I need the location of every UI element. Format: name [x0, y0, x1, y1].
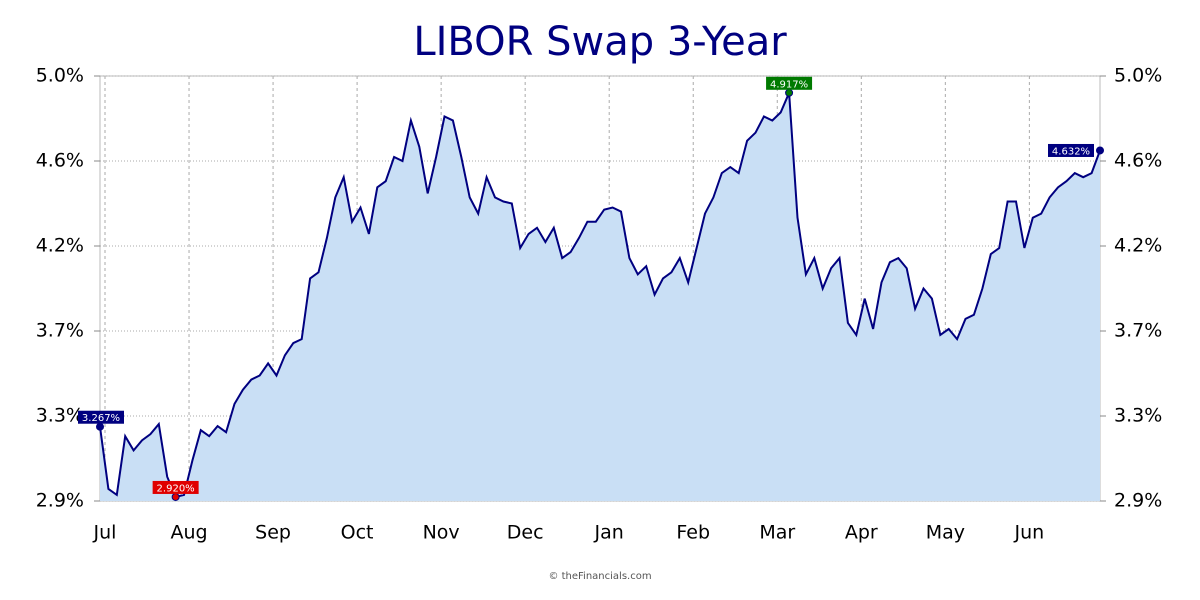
point	[171, 492, 180, 501]
x-tick-label: Mar	[759, 522, 795, 544]
y2-tick-label: 5.0%	[1114, 65, 1162, 87]
data-label: 4.917%	[770, 79, 808, 90]
y2-tick-label: 3.3%	[1114, 405, 1162, 427]
x-tick-label: Jan	[594, 522, 624, 544]
chart-title: LIBOR Swap 3-Year	[413, 19, 787, 65]
point	[96, 422, 104, 431]
area-fill	[100, 92, 1100, 502]
x-tick-label: Jul	[93, 522, 117, 544]
label-box	[78, 410, 124, 424]
y2-tick-label: 3.7%	[1114, 320, 1162, 342]
point	[1096, 146, 1104, 155]
x-tick-label: Apr	[845, 522, 878, 544]
x-tick-label: Oct	[341, 522, 374, 544]
y-tick-label: 4.6%	[36, 150, 84, 172]
line	[99, 92, 1101, 499]
y-tick-label: 4.2%	[36, 235, 84, 257]
x-tick-label: Sep	[255, 522, 291, 544]
label-box	[152, 480, 199, 494]
y2-tick-label: 4.6%	[1114, 150, 1162, 172]
y2-tick-label: 4.2%	[1114, 235, 1162, 257]
label-box	[766, 76, 813, 90]
y-tick-label: 2.9%	[36, 490, 84, 512]
y-tick-label: 3.7%	[36, 320, 84, 342]
data-label: 3.267%	[82, 413, 120, 424]
x-tick-label: Aug	[170, 522, 207, 544]
y2-tick-label: 2.9%	[1114, 490, 1162, 512]
x-tick-label: Feb	[676, 522, 710, 544]
x-tick-label: Nov	[423, 522, 460, 544]
x-tick-label: Dec	[507, 522, 544, 544]
x-tick-label: Jun	[1014, 522, 1045, 544]
y-tick-label: 3.3%	[36, 405, 84, 427]
point	[785, 88, 794, 97]
x-tick-label: May	[926, 522, 965, 544]
data-label: 2.920%	[157, 483, 195, 494]
label-box	[1048, 143, 1094, 157]
footer: © theFinancials.com	[548, 571, 651, 582]
data-label: 4.632%	[1052, 146, 1090, 157]
y-tick-label: 5.0%	[36, 65, 84, 87]
